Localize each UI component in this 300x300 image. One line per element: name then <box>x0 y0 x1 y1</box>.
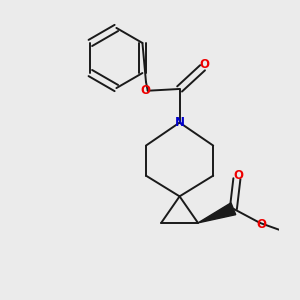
Text: O: O <box>140 84 150 97</box>
Text: O: O <box>200 58 209 71</box>
Text: O: O <box>257 218 267 231</box>
Polygon shape <box>198 203 236 223</box>
Text: O: O <box>234 169 244 182</box>
Text: N: N <box>175 116 184 129</box>
